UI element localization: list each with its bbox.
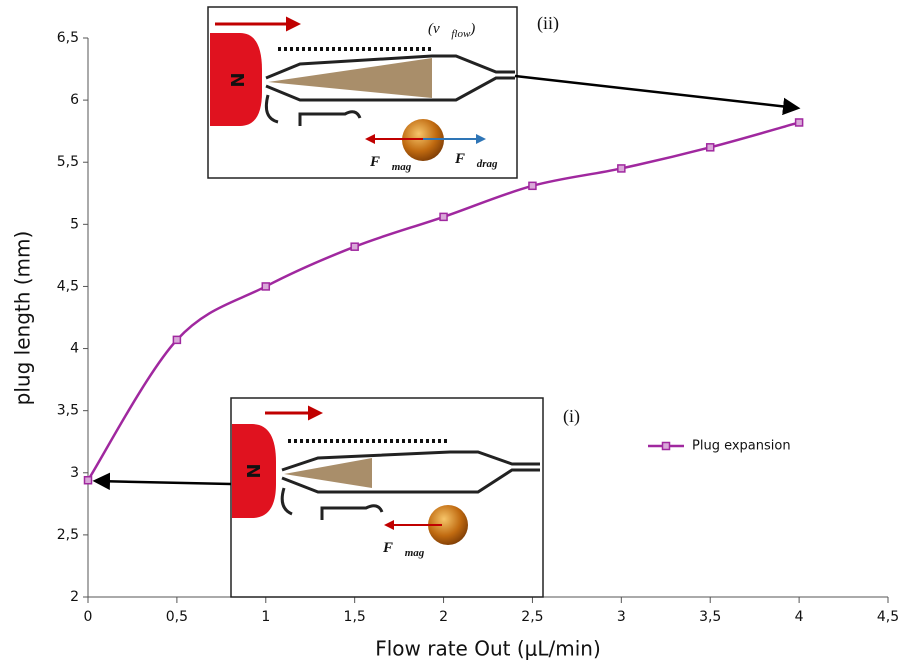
x-tick-label: 3,5	[699, 609, 721, 625]
fmag-label: F⃗mag	[369, 154, 412, 172]
velocity-label: (v⃗flow)	[428, 21, 475, 39]
channel-lower	[264, 94, 362, 126]
magnet-label: N	[226, 72, 247, 87]
channel-lower	[280, 487, 384, 520]
magnet	[232, 424, 276, 518]
pointer-arrow	[514, 74, 801, 116]
legend-label: Plug expansion	[692, 439, 791, 454]
x-tick-label: 2	[439, 609, 448, 625]
y-tick-label: 6,5	[57, 30, 79, 46]
y-tick-label: 5,5	[57, 154, 79, 170]
x-tick-label: 0,5	[166, 609, 188, 625]
point	[705, 143, 715, 152]
x-tick-label: 1,5	[344, 609, 366, 625]
y-tick-label: 2	[70, 589, 79, 605]
point	[794, 118, 804, 127]
point	[439, 212, 448, 222]
x-tick-label: 3	[617, 609, 626, 625]
fdrag-label: F⃗drag	[454, 151, 498, 169]
inset-i: N F⃗mag	[230, 397, 544, 598]
magnet-label: N	[242, 463, 263, 478]
fmag-label: F⃗mag	[382, 540, 425, 558]
pointer-arrow	[92, 472, 232, 491]
channel	[281, 450, 540, 494]
series-line	[86, 121, 800, 481]
point	[83, 475, 93, 485]
x-tick-label: 4,5	[877, 609, 899, 625]
y-tick-label: 4,5	[57, 278, 79, 294]
point	[528, 181, 537, 191]
point	[350, 242, 359, 251]
magnet	[210, 33, 262, 126]
legend-marker	[661, 441, 671, 451]
point	[261, 282, 271, 291]
inset-ii: N (v⃗flow) F⃗mag F⃗drag	[207, 6, 518, 179]
x-tick-label: 1	[261, 609, 270, 625]
x-axis-title: Flow rate Out (μL/min)	[375, 637, 601, 661]
plug	[284, 458, 372, 488]
inset-i-label: (i)	[563, 406, 580, 427]
bead	[428, 505, 468, 545]
inset-frame	[230, 397, 544, 598]
inset-ii-label: (ii)	[537, 13, 559, 34]
point	[172, 335, 182, 345]
y-tick-label: 4	[70, 341, 79, 357]
y-tick-label: 2,5	[57, 527, 79, 543]
y-tick-label: 3,5	[57, 403, 79, 419]
point	[617, 164, 626, 173]
channel	[265, 54, 515, 102]
x-tick-label: 0	[84, 609, 93, 625]
y-tick-label: 3	[70, 465, 79, 481]
x-tick-label: 4	[795, 609, 804, 625]
y-tick-label: 6	[70, 92, 79, 108]
y-tick-label: 5	[70, 216, 79, 232]
plug	[268, 58, 432, 98]
x-tick-label: 2,5	[521, 609, 543, 625]
y-axis-title: plug length (mm)	[11, 231, 35, 406]
